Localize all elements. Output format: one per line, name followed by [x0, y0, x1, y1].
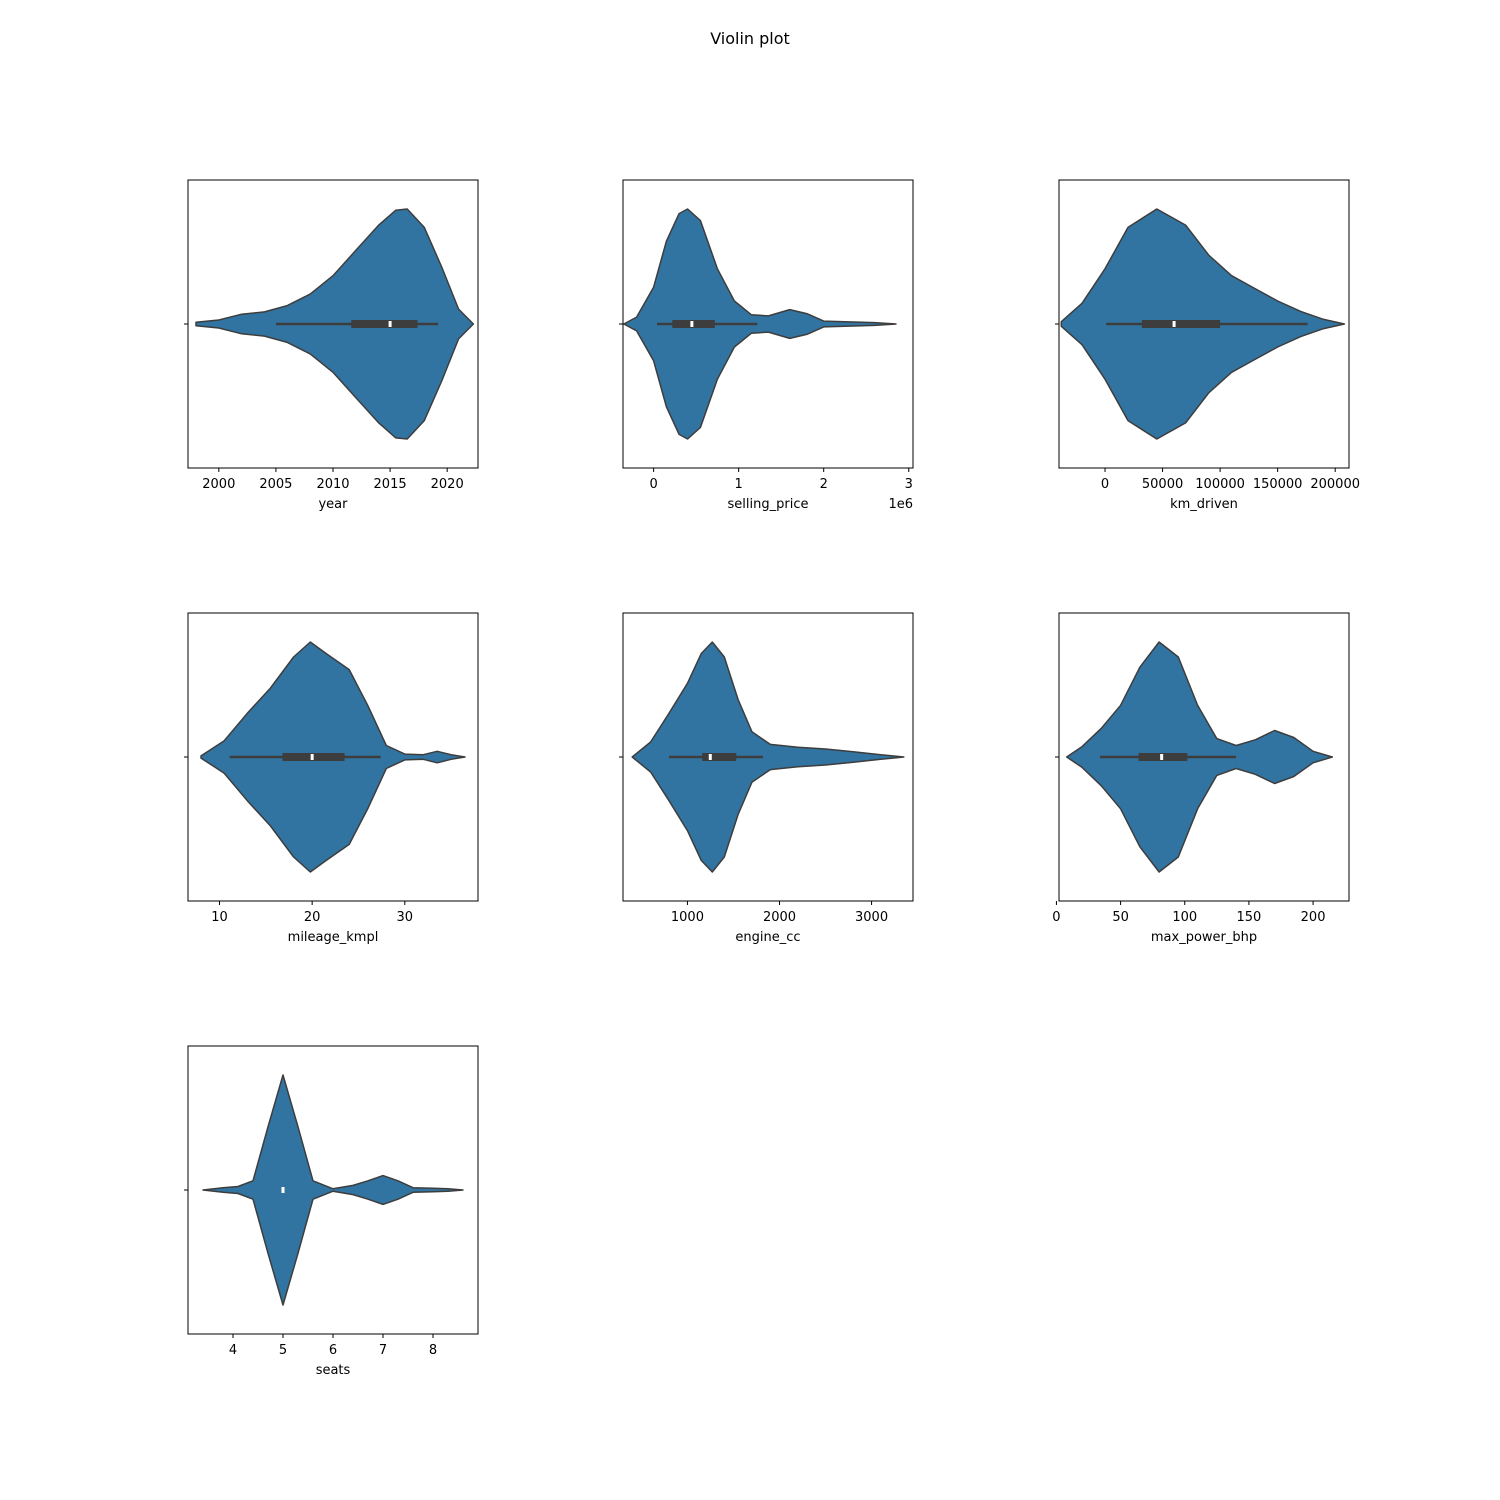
- x-tick-label: 1: [735, 477, 743, 492]
- x-tick-label: 150000: [1253, 477, 1303, 492]
- x-tick-label: 7: [379, 1343, 387, 1358]
- x-tick-label: 5: [279, 1343, 287, 1358]
- violin-body: [202, 1074, 464, 1306]
- violin-panel-mileage_kmpl: 10 20 30 mileage_kmpl: [184, 612, 479, 945]
- iqr-box: [702, 753, 737, 761]
- violin-panel-seats: 4 5 6 7 8 seats: [184, 1045, 479, 1378]
- x-tick-label: 200000: [1310, 477, 1360, 492]
- median-marker: [310, 754, 314, 760]
- x-tick-label: 6: [329, 1343, 337, 1358]
- x-tick-label: 2010: [316, 477, 349, 492]
- median-marker: [1172, 321, 1176, 327]
- median-marker: [388, 321, 392, 327]
- x-offset-text: 1e6: [888, 497, 913, 512]
- x-tick-label: 50: [1112, 910, 1129, 925]
- x-tick-label: 2: [820, 477, 828, 492]
- x-tick-label: 10: [211, 910, 228, 925]
- x-tick-label: 4: [229, 1343, 237, 1358]
- x-tick-label: 2005: [259, 477, 292, 492]
- x-tick-label: 50000: [1142, 477, 1183, 492]
- violin-panel-max_power_bhp: 0 50 100 150 200 max_power_bhp: [1052, 612, 1350, 945]
- violin-panel-year: 2000 2005 2010 2015 2020 year: [184, 179, 479, 512]
- x-axis-label: year: [318, 497, 348, 512]
- x-tick-label: 2000: [763, 910, 796, 925]
- x-tick-label: 100000: [1195, 477, 1245, 492]
- x-tick-label: 8: [429, 1343, 437, 1358]
- x-tick-label: 0: [1052, 910, 1060, 925]
- x-axis-label: engine_cc: [735, 930, 800, 945]
- x-axis-label: mileage_kmpl: [288, 930, 379, 945]
- x-axis-label: max_power_bhp: [1151, 930, 1257, 945]
- x-axis-label: selling_price: [728, 497, 809, 512]
- x-tick-label: 2000: [202, 477, 235, 492]
- x-axis-label: seats: [316, 1363, 351, 1378]
- violin-body: [623, 208, 897, 440]
- median-marker: [281, 1187, 285, 1193]
- x-tick-label: 200: [1301, 910, 1326, 925]
- x-tick-label: 2020: [431, 477, 464, 492]
- x-tick-label: 0: [649, 477, 657, 492]
- violin-body: [631, 641, 905, 873]
- iqr-box: [1141, 320, 1221, 328]
- x-axis-label: km_driven: [1170, 497, 1238, 512]
- violin-panel-engine_cc: 1000 2000 3000 engine_cc: [619, 612, 914, 945]
- x-tick-label: 30: [397, 910, 414, 925]
- x-tick-label: 150: [1236, 910, 1261, 925]
- x-tick-label: 20: [304, 910, 321, 925]
- violin-panel-km_driven: 0 50000 100000 150000 200000 km_driven: [1055, 179, 1360, 512]
- figure-title: Violin plot: [710, 29, 790, 48]
- median-marker: [1160, 754, 1164, 760]
- x-tick-label: 2015: [374, 477, 407, 492]
- x-tick-label: 1000: [671, 910, 704, 925]
- iqr-box: [672, 320, 715, 328]
- median-marker: [708, 754, 712, 760]
- x-tick-label: 3000: [855, 910, 888, 925]
- violin-panel-selling_price: 0 1 2 3 selling_price 1e6: [619, 179, 914, 512]
- x-tick-label: 100: [1172, 910, 1197, 925]
- x-tick-label: 0: [1101, 477, 1109, 492]
- median-marker: [690, 321, 694, 327]
- x-tick-label: 3: [905, 477, 913, 492]
- iqr-box: [351, 320, 418, 328]
